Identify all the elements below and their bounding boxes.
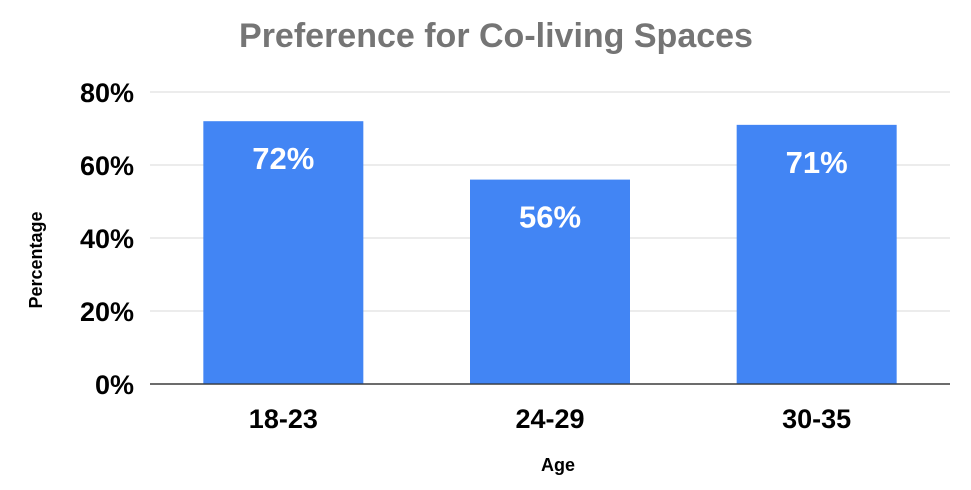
y-axis-title: Percentage xyxy=(26,211,46,308)
y-axis-ticks: 0% 20% 40% 60% 80% xyxy=(80,78,134,400)
x-axis-title: Age xyxy=(541,455,575,475)
data-labels: 72% 56% 71% xyxy=(252,141,847,234)
x-tick-label: 24-29 xyxy=(515,404,584,434)
data-label: 72% xyxy=(252,141,314,176)
bar-30-35 xyxy=(736,124,897,384)
y-tick-label: 40% xyxy=(80,224,134,254)
data-label: 56% xyxy=(519,200,581,235)
bar-18-23 xyxy=(203,121,364,384)
y-tick-label: 0% xyxy=(95,370,134,400)
bars xyxy=(150,121,950,385)
x-axis-ticks: 18-23 24-29 30-35 xyxy=(249,404,851,434)
y-tick-label: 80% xyxy=(80,78,134,108)
data-label: 71% xyxy=(786,145,848,180)
y-tick-label: 20% xyxy=(80,297,134,327)
chart-title: Preference for Co-living Spaces xyxy=(239,17,753,55)
x-tick-label: 18-23 xyxy=(249,404,318,434)
bar-24-29 xyxy=(470,179,630,384)
x-tick-label: 30-35 xyxy=(782,404,851,434)
y-tick-label: 60% xyxy=(80,151,134,181)
